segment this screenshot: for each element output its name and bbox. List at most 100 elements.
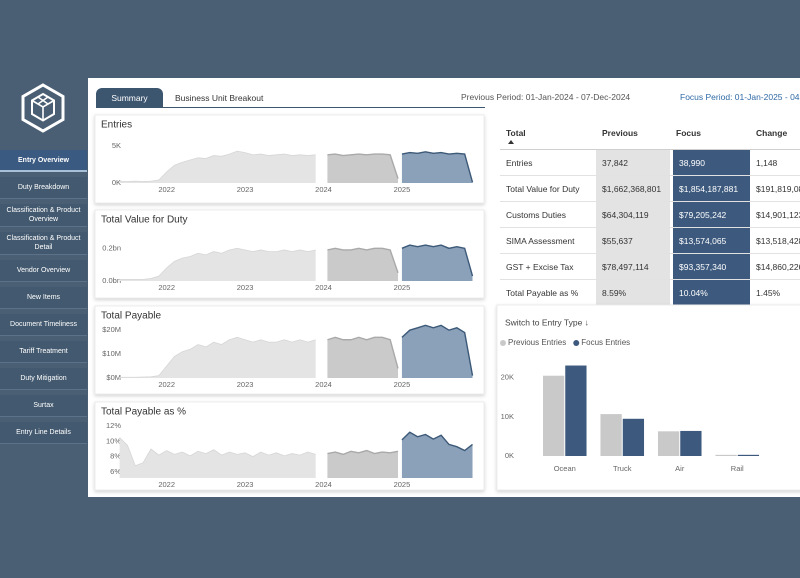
x-tick-label: 2025 — [394, 380, 411, 389]
nav-item[interactable]: Entry Line Details — [0, 422, 87, 444]
x-tick-label: 2024 — [315, 380, 332, 389]
column-header: Previous — [602, 128, 638, 138]
x-tick-label: 2022 — [158, 380, 175, 389]
y-tick-label: 20K — [501, 373, 514, 382]
area — [401, 151, 473, 183]
bar — [600, 414, 622, 456]
y-tick-label: 0.0bn — [102, 276, 121, 285]
y-tick-label: 12% — [106, 421, 121, 430]
area-line — [119, 247, 316, 280]
y-tick-label: 6% — [110, 467, 121, 476]
table-cell: GST + Excise Tax — [506, 261, 574, 272]
area — [119, 337, 316, 378]
x-tick-label: Rail — [731, 464, 744, 473]
table-row: GST + Excise Tax $78,497,114 $93,357,340 $1… — [500, 254, 800, 280]
table-row: Total Value for Duty $1,662,368,801 $1,854… — [500, 176, 800, 202]
table-cell: $55,637 — [596, 228, 670, 253]
nav-item[interactable]: Document Timeliness — [0, 314, 87, 336]
table-cell: $191,819,080 — [756, 183, 800, 194]
table-cell: Customs Duties — [506, 209, 566, 220]
chart-title: Total Payable as % — [101, 407, 186, 418]
nav-item[interactable]: Duty Mitigation — [0, 368, 87, 390]
x-tick-label: Ocean — [554, 464, 576, 473]
table-cell: $1,854,187,881 — [670, 176, 750, 201]
table-cell: $14,860,226 — [756, 261, 800, 272]
table-cell: Total Value for Duty — [506, 183, 580, 194]
table-cell: 1.45% — [756, 287, 781, 298]
x-tick-label: 2025 — [394, 480, 411, 489]
tab[interactable]: Business Unit Breakout — [175, 93, 264, 103]
bar — [622, 418, 645, 456]
column-header: Total — [500, 118, 596, 149]
y-tick-label: 10K — [501, 412, 514, 421]
table-cell: Total Payable as % — [506, 287, 579, 298]
area-line — [327, 247, 399, 274]
x-tick-label: 2023 — [237, 380, 254, 389]
chart-title: Total Value for Duty — [101, 215, 188, 226]
nav-item[interactable]: Surtax — [0, 395, 87, 417]
y-tick-label: 10% — [106, 436, 121, 445]
table-row: Customs Duties $64,304,119 $79,205,242 $14,… — [500, 202, 800, 228]
column-header: Focus — [676, 128, 702, 138]
x-tick-label: Truck — [613, 464, 632, 473]
previous-period: Previous Period: 01-Jan-2024 - 07-Dec-20… — [461, 92, 631, 102]
table-cell: 10.04% — [670, 280, 750, 305]
table-cell: 1,148 — [756, 157, 778, 168]
nav-item[interactable]: Entry Overview — [0, 150, 87, 172]
table-row: SIMA Assessment $55,637 $13,574,065 $13,518… — [500, 228, 800, 254]
table-row: Entries 37,842 38,990 1,148 — [500, 150, 800, 176]
bar — [565, 365, 587, 456]
x-tick-label: 2024 — [315, 185, 332, 194]
table-header-row: Total Previous Focus Change — [500, 118, 800, 150]
y-tick-label: 0.2bn — [102, 243, 121, 252]
x-tick-label: 2023 — [237, 185, 254, 194]
table-cell: $79,205,242 — [670, 202, 750, 227]
nav-item[interactable]: Duty Breakdown — [0, 177, 87, 199]
bar — [542, 375, 565, 456]
bar — [737, 454, 760, 456]
nav-item[interactable]: Classification & Product Detail — [0, 232, 87, 255]
area — [119, 151, 316, 183]
focus-period: Focus Period: 01-Jan-2025 - 04 — [680, 92, 800, 102]
area-line — [327, 449, 399, 456]
area — [327, 337, 399, 378]
x-tick-label: 2025 — [394, 283, 411, 292]
y-tick-label: 8% — [110, 452, 121, 461]
entry-type-switch[interactable]: Switch to Entry Type ↓ — [505, 317, 589, 327]
x-tick-label: 2023 — [237, 480, 254, 489]
table-cell: $13,574,065 — [670, 228, 750, 253]
area — [327, 154, 399, 183]
table-cell: $64,304,119 — [596, 202, 670, 227]
area — [401, 432, 473, 478]
legend-swatch — [573, 340, 580, 346]
area — [401, 325, 473, 378]
y-tick-label: $0M — [106, 373, 121, 382]
area — [327, 450, 399, 478]
table-cell: 37,842 — [596, 150, 670, 175]
table-cell: 8.59% — [596, 280, 670, 305]
table-cell: Entries — [506, 157, 533, 168]
bar — [680, 430, 702, 456]
area — [401, 245, 473, 281]
bar — [715, 454, 737, 456]
tab-underline — [96, 107, 485, 108]
x-tick-label: 2022 — [158, 480, 175, 489]
area-line — [401, 431, 473, 452]
tab-active[interactable]: Summary — [96, 88, 163, 108]
nav-item[interactable]: Vendor Overview — [0, 260, 87, 282]
area — [327, 248, 399, 281]
x-tick-label: 2024 — [315, 480, 332, 489]
table-cell: $13,518,428 — [756, 235, 800, 246]
area — [119, 437, 316, 478]
nav-item[interactable]: Tariff Treatment — [0, 341, 87, 363]
sidebar-nav: Entry Overview Duty Breakdown Classificati… — [0, 150, 87, 444]
legend-swatch — [500, 340, 506, 346]
x-tick-label: 2024 — [315, 283, 332, 292]
table-cell: $14,901,123 — [756, 209, 800, 220]
table-cell: $93,357,340 — [670, 254, 750, 279]
nav-item[interactable]: Classification & Product Overview — [0, 204, 87, 227]
y-tick-label: 5K — [112, 141, 121, 150]
x-tick-label: 2023 — [237, 283, 254, 292]
nav-item[interactable]: New Items — [0, 287, 87, 309]
